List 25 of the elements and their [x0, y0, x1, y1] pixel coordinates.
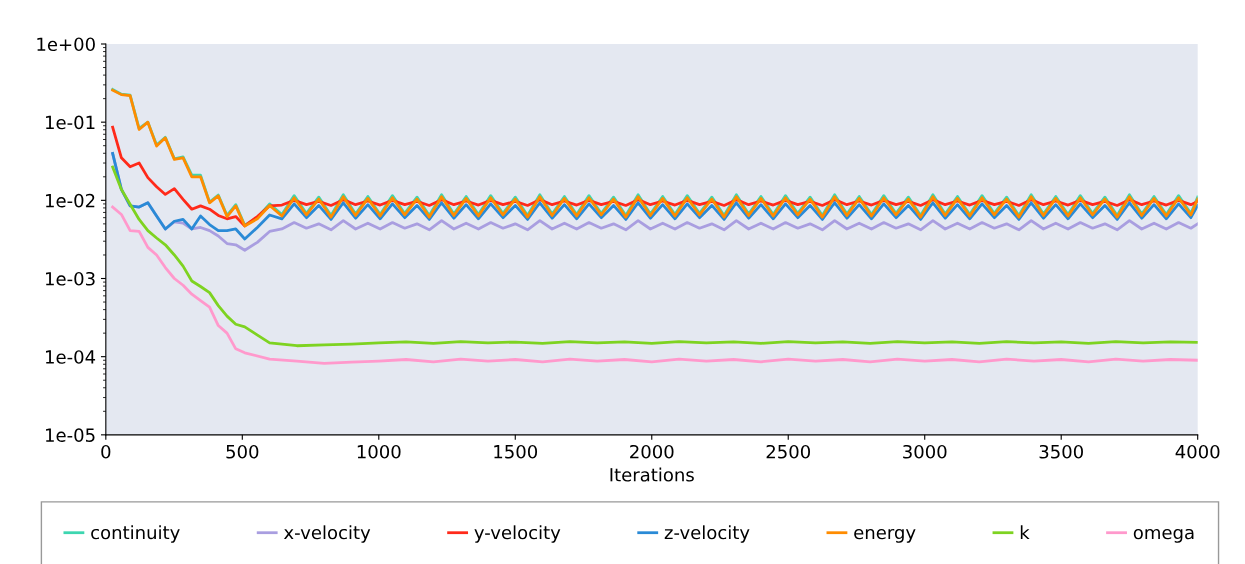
legend-label: z-velocity: [664, 525, 750, 543]
legend-label: omega: [1133, 528, 1194, 543]
x-tick-label: 4000: [1175, 444, 1220, 459]
y-tick-label: 1e+00: [37, 37, 95, 52]
x-tick-label: 1000: [357, 444, 401, 459]
x-tick-label: 2500: [766, 444, 811, 459]
legend-label: continuity: [91, 525, 180, 543]
x-tick-label: 3000: [903, 444, 947, 459]
y-tick-label: 1e-03: [46, 271, 95, 286]
legend-label: energy: [854, 528, 916, 543]
legend-label: x-velocity: [283, 525, 371, 543]
x-axis-title: Iterations: [610, 467, 694, 482]
legend-label: k: [1020, 525, 1030, 540]
y-tick-label: 1e-04: [46, 350, 96, 364]
x-tick-label: 1500: [494, 444, 538, 459]
x-tick-label: 2000: [630, 444, 674, 459]
x-tick-label: 3500: [1039, 444, 1083, 459]
x-tick-label: 0: [101, 444, 111, 459]
line-series: [111, 205, 1198, 365]
line-series: [111, 165, 1198, 348]
legend-label: y-velocity: [474, 525, 561, 543]
y-tick-label: 1e-02: [46, 193, 95, 208]
y-tick-label: 1e-01: [46, 115, 95, 130]
x-tick-label: 500: [226, 444, 259, 459]
y-tick-label: 1e-05: [46, 428, 95, 442]
